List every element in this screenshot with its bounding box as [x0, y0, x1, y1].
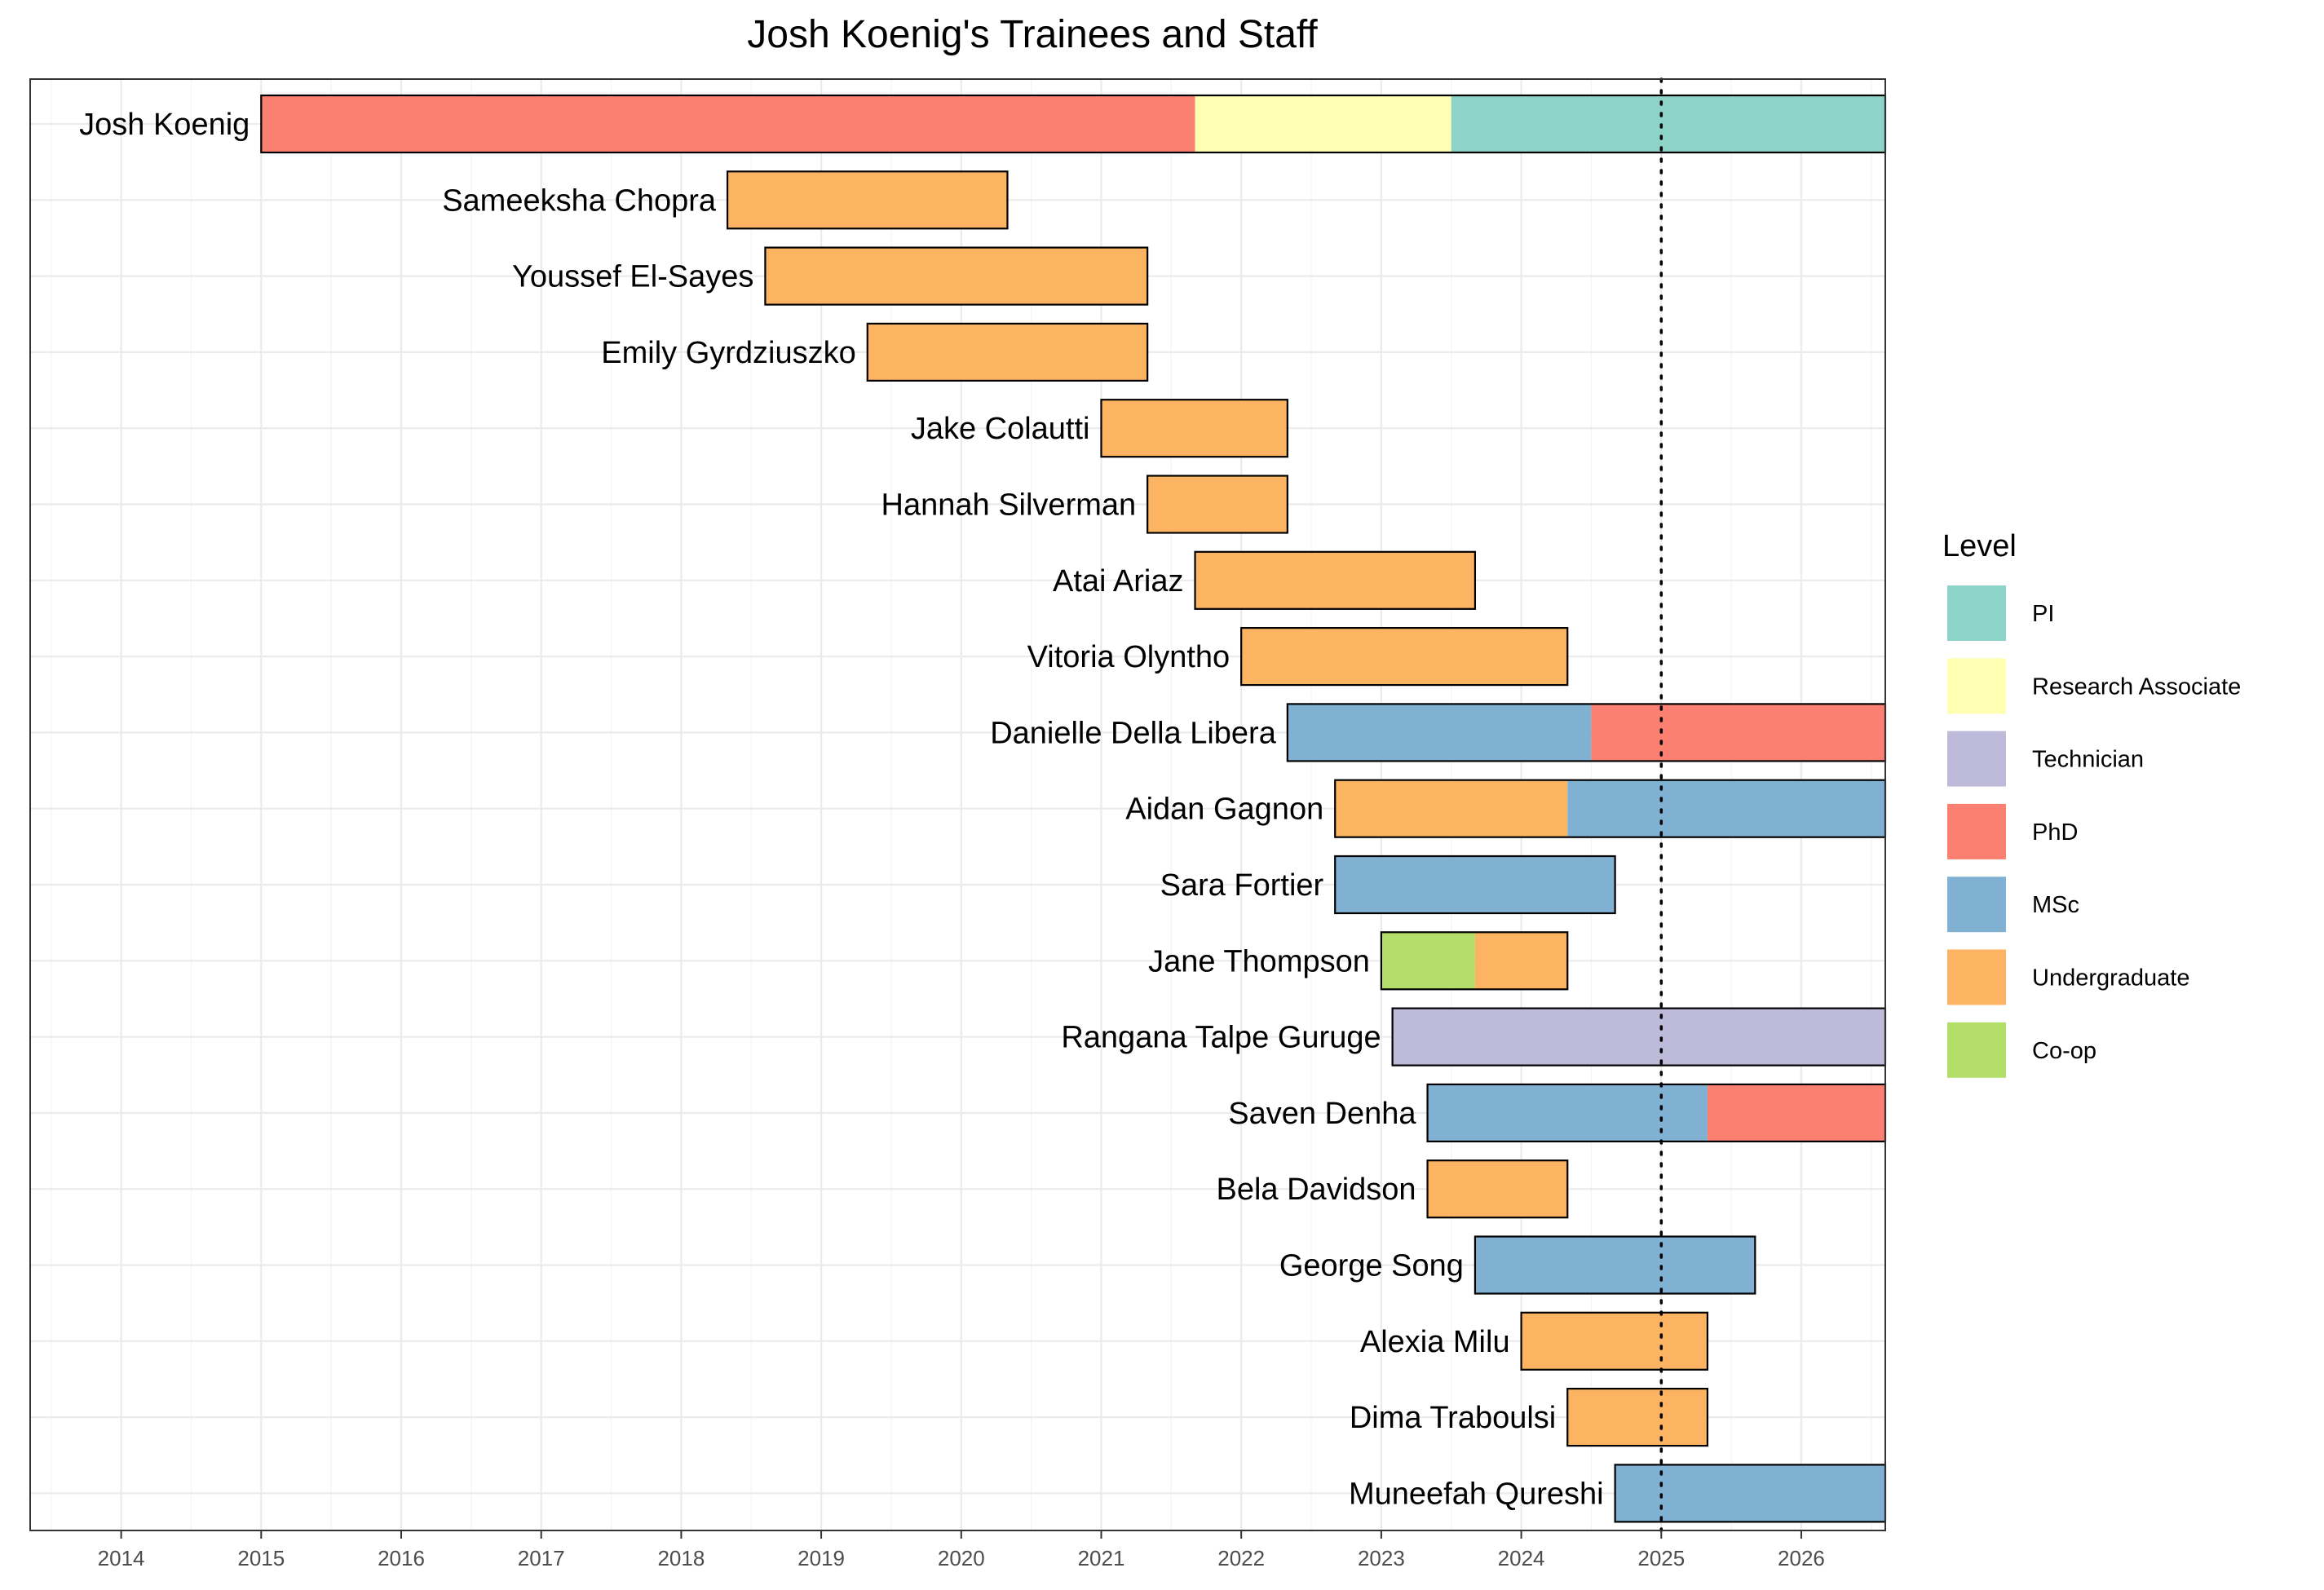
person-label: Muneefah Qureshi: [1349, 1477, 1604, 1511]
legend-key: [1947, 1022, 2006, 1078]
legend-label: Research Associate: [2032, 674, 2241, 700]
person-label: Atai Ariaz: [1053, 564, 1184, 598]
timeline-bar-segment: [1287, 704, 1592, 762]
legend-label: Co-op: [2032, 1038, 2096, 1064]
person-label: Saven Denha: [1228, 1097, 1416, 1131]
person-label: Sara Fortier: [1160, 868, 1324, 903]
legend-label: MSc: [2032, 892, 2079, 918]
legend-label: Technician: [2032, 747, 2144, 773]
timeline-bar-outline: [1100, 399, 1288, 458]
timeline-bar-segment: [1567, 1389, 1708, 1446]
timeline-bar-segment: [1474, 932, 1568, 990]
person-label: Rangana Talpe Guruge: [1061, 1021, 1381, 1055]
timeline-bar-segment: [1392, 1008, 1885, 1066]
timeline-bar-segment: [1195, 95, 1451, 152]
timeline-bar-segment: [1381, 932, 1475, 990]
timeline-bar-segment: [1591, 704, 1885, 762]
x-tick-label: 2023: [1358, 1546, 1405, 1570]
timeline-bar-outline: [764, 246, 1149, 306]
timeline-bar-outline: [1473, 1235, 1756, 1295]
x-tick-label: 2018: [657, 1546, 705, 1570]
timeline-bar-segment: [1451, 95, 1885, 152]
legend-title: Level: [1942, 529, 2017, 563]
x-tick-label: 2017: [518, 1546, 565, 1570]
legend-key: [1947, 877, 2006, 933]
x-tick-label: 2021: [1078, 1546, 1125, 1570]
timeline-bar-segment: [1147, 475, 1288, 533]
person-label: Jane Thompson: [1148, 944, 1370, 978]
legend-label: PhD: [2032, 819, 2078, 846]
person-label: Josh Koenig: [79, 108, 250, 142]
timeline-bar-segment: [1567, 780, 1885, 837]
timeline-bar-segment: [1427, 1084, 1708, 1142]
x-tick-label: 2025: [1637, 1546, 1685, 1570]
timeline-bar-outline: [1566, 1387, 1709, 1447]
timeline-bar-segment: [261, 95, 1195, 152]
x-tick-label: 2015: [237, 1546, 285, 1570]
legend-label: Undergraduate: [2032, 965, 2189, 992]
timeline-bar-outline: [866, 322, 1149, 382]
timeline-bar-segment: [1101, 400, 1288, 457]
legend-key: [1947, 585, 2006, 641]
person-label: Bela Davidson: [1217, 1173, 1416, 1207]
x-axis: 2014 2015 2016 2017 2018 2019 2020 2021 2022 2023…: [98, 1530, 1825, 1570]
legend-key: [1947, 658, 2006, 714]
person-label: Alexia Milu: [1360, 1325, 1510, 1359]
timeline-bar-outline: [1520, 1311, 1709, 1371]
timeline-bar-outline: [1380, 931, 1569, 991]
person-label: Emily Gyrdziuszko: [601, 336, 856, 370]
legend-key: [1947, 803, 2006, 859]
x-tick-label: 2016: [378, 1546, 425, 1570]
timeline-bar-segment: [867, 323, 1148, 381]
person-label: Vitoria Olyntho: [1027, 640, 1230, 674]
chart-title: Josh Koenig's Trainees and Staff: [747, 13, 1318, 56]
timeline-bar-outline: [726, 170, 1009, 230]
timeline-bar-segment: [727, 171, 1008, 229]
x-tick-label: 2026: [1778, 1546, 1825, 1570]
x-tick-label: 2022: [1217, 1546, 1265, 1570]
x-tick-label: 2014: [98, 1546, 145, 1570]
timeline-bar-outline: [1334, 855, 1616, 915]
timeline-bar-segment: [1335, 780, 1568, 837]
legend-key: [1947, 731, 2006, 787]
legend-key: [1947, 949, 2006, 1005]
person-label: Hannah Silverman: [881, 488, 1137, 523]
x-tick-label: 2024: [1498, 1546, 1545, 1570]
plot-panel-border: [29, 78, 1886, 1531]
timeline-bar-outline: [1194, 550, 1477, 610]
person-label: George Song: [1279, 1249, 1464, 1283]
timeline-bar-segment: [765, 247, 1148, 305]
person-label: Dima Traboulsi: [1350, 1401, 1556, 1435]
person-label: Aidan Gagnon: [1125, 793, 1323, 827]
timeline-bar-outline: [1147, 475, 1288, 534]
person-label: Sameeksha Chopra: [442, 183, 717, 218]
timeline-bar-segment: [1427, 1160, 1568, 1218]
timeline-bar-outline: [1240, 626, 1569, 687]
person-label: Danielle Della Libera: [990, 716, 1277, 750]
timeline-bar-segment: [1241, 628, 1568, 686]
timeline-bar-segment: [1335, 856, 1615, 913]
timeline-bar-segment: [1474, 1236, 1756, 1294]
timeline-bar-segment: [1195, 551, 1475, 609]
legend: Level PI Research Associate Technician PhD M…: [1942, 529, 2241, 1078]
timeline-bar-segment: [1615, 1464, 1885, 1522]
x-tick-label: 2020: [938, 1546, 985, 1570]
timeline-bar-segment: [1707, 1084, 1885, 1142]
timeline-bar-segment: [1521, 1312, 1708, 1370]
person-label: Jake Colautti: [911, 412, 1090, 446]
timeline-bar-outline: [1426, 1159, 1569, 1219]
x-tick-label: 2019: [797, 1546, 845, 1570]
person-label: Youssef El-Sayes: [512, 260, 753, 294]
legend-label: PI: [2032, 601, 2054, 627]
person-labels: Josh Koenig Sameeksha Chopra Youssef El-Sa…: [79, 108, 1603, 1511]
